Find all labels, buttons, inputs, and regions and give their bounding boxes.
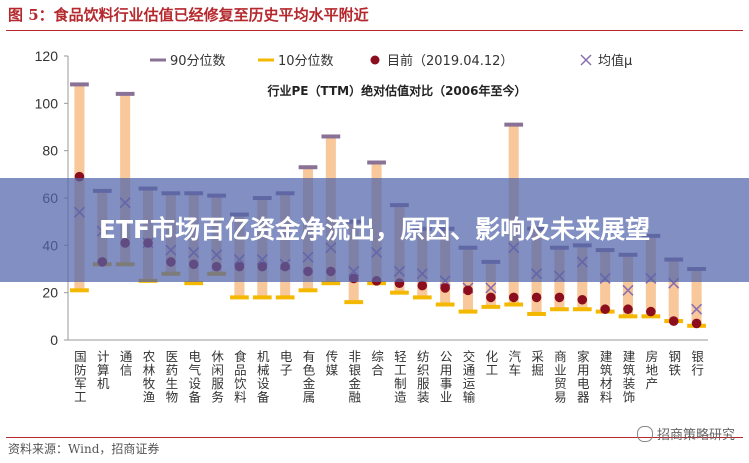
p10-mark xyxy=(70,288,89,293)
legend-swatch-mean xyxy=(580,54,592,66)
current-dot xyxy=(463,285,473,296)
x-tick-label: 医药生物 xyxy=(163,350,178,404)
p10-mark xyxy=(252,295,272,300)
mean-mark xyxy=(622,284,634,296)
x-tick-label: 食品饮料 xyxy=(232,349,247,404)
x-tick-label: 汽车 xyxy=(506,349,521,377)
current-dot xyxy=(531,292,542,303)
x-tick-label: 电子 xyxy=(278,350,293,377)
current-dot xyxy=(440,283,450,293)
chart-legend: 90分位数 10分位数 目前（2019.04.12） 均值μ xyxy=(150,53,632,69)
p10-mark xyxy=(481,304,501,309)
p10-mark xyxy=(230,295,249,300)
headline-text: ETF市场百亿资金净流出，原因、影响及未来展望 xyxy=(98,215,651,244)
x-tick-label: 轻工制造 xyxy=(392,350,407,404)
current-dot xyxy=(554,292,565,303)
p90-mark xyxy=(70,82,89,87)
p10-mark xyxy=(504,302,524,307)
p10-mark xyxy=(184,281,204,286)
p10-mark xyxy=(550,307,569,312)
p90-mark xyxy=(321,134,341,139)
figure-title: 图 5：食品饮料行业估值已经修复至历史平均水平附近 xyxy=(8,6,369,24)
x-tick-label: 交通运输 xyxy=(461,349,476,404)
range-bar xyxy=(622,254,634,317)
legend-swatch-current xyxy=(370,55,380,65)
x-tick-label: 化工 xyxy=(483,350,498,377)
x-tick-label: 农林牧渔 xyxy=(141,350,156,404)
range-bar xyxy=(691,269,702,326)
current-dot xyxy=(508,292,519,303)
current-dot xyxy=(577,294,588,305)
x-tick-label: 家用电器 xyxy=(575,349,590,404)
title-rule xyxy=(6,30,743,31)
p90-mark xyxy=(367,160,386,165)
x-tick-label: 纺织服装 xyxy=(415,350,430,404)
mean-mark xyxy=(485,282,497,294)
x-tick-label: 传媒 xyxy=(323,349,338,377)
x-tick-label: 建筑材料 xyxy=(598,350,613,404)
p10-mark xyxy=(390,290,409,295)
legend-label-mean: 均值μ xyxy=(598,53,632,69)
x-tick-label: 采掘 xyxy=(529,350,544,377)
x-tick-label: 公用事业 xyxy=(438,350,453,404)
p10-mark xyxy=(344,300,364,305)
x-tick-label: 建筑装饰 xyxy=(621,350,636,404)
y-tick-label: 120 xyxy=(35,48,59,64)
y-tick-label: 0 xyxy=(50,332,58,348)
headline-banner: ETF市场百亿资金净流出，原因、影响及未来展望 xyxy=(0,178,749,282)
x-tick-label: 银行 xyxy=(689,350,704,377)
p10-mark xyxy=(618,314,638,319)
current-dot xyxy=(646,306,656,317)
p90-mark xyxy=(298,165,318,170)
p10-mark xyxy=(412,295,432,300)
x-tick-label: 计算机 xyxy=(95,350,110,391)
watermark-text: 招商策略研究 xyxy=(656,428,735,443)
p10-mark xyxy=(435,302,455,307)
range-bar xyxy=(485,261,496,307)
x-tick-label: 机械设备 xyxy=(255,350,270,404)
x-tick-label: 休闲服务 xyxy=(209,350,224,404)
legend-label-p10: 10分位数 xyxy=(278,54,334,69)
p10-mark xyxy=(275,295,295,300)
p10-mark xyxy=(572,307,592,312)
x-axis: 国防军工 计算机 通信 农林牧渔 医药生物 电气设备 休闲服务 食品饮料 机械设备 电子 有色金属传… xyxy=(72,349,704,404)
x-tick-label: 非银金融 xyxy=(346,350,361,404)
x-tick-label: 国防军工 xyxy=(72,350,87,404)
x-tick-label: 商业贸易 xyxy=(552,349,567,404)
current-dot xyxy=(486,292,496,303)
source-rule xyxy=(6,437,743,438)
current-dot xyxy=(691,318,702,329)
y-tick-label: 80 xyxy=(42,143,58,159)
current-dot xyxy=(623,304,633,315)
x-tick-label: 有色金属 xyxy=(301,350,316,404)
p10-mark xyxy=(458,309,478,314)
watermark: 招商策略研究 xyxy=(636,424,735,443)
chart-title: 行业PE（TTM）绝对估值对比（2006年至今） xyxy=(267,83,527,98)
current-dot xyxy=(600,304,610,315)
p10-mark xyxy=(321,281,341,286)
mean-mark xyxy=(691,303,703,315)
p90-mark xyxy=(115,91,135,96)
y-tick-label: 100 xyxy=(35,95,59,111)
source-note: 资料来源：Wind，招商证券 xyxy=(8,442,160,456)
range-bar xyxy=(668,259,679,322)
x-tick-label: 通信 xyxy=(118,350,133,377)
wechat-icon xyxy=(636,425,653,442)
x-tick-label: 综合 xyxy=(369,350,384,377)
legend-label-current: 目前（2019.04.12） xyxy=(387,53,513,69)
current-dot xyxy=(668,316,679,326)
legend-label-p90: 90分位数 xyxy=(170,54,226,69)
x-tick-label: 房地产 xyxy=(643,349,658,391)
p10-mark xyxy=(527,311,546,316)
p90-mark xyxy=(504,122,524,127)
current-dot xyxy=(417,280,428,291)
y-tick-label: 20 xyxy=(42,285,58,301)
x-tick-label: 钢铁 xyxy=(666,350,681,377)
p10-mark xyxy=(298,288,318,293)
x-tick-label: 电气设备 xyxy=(186,350,201,404)
